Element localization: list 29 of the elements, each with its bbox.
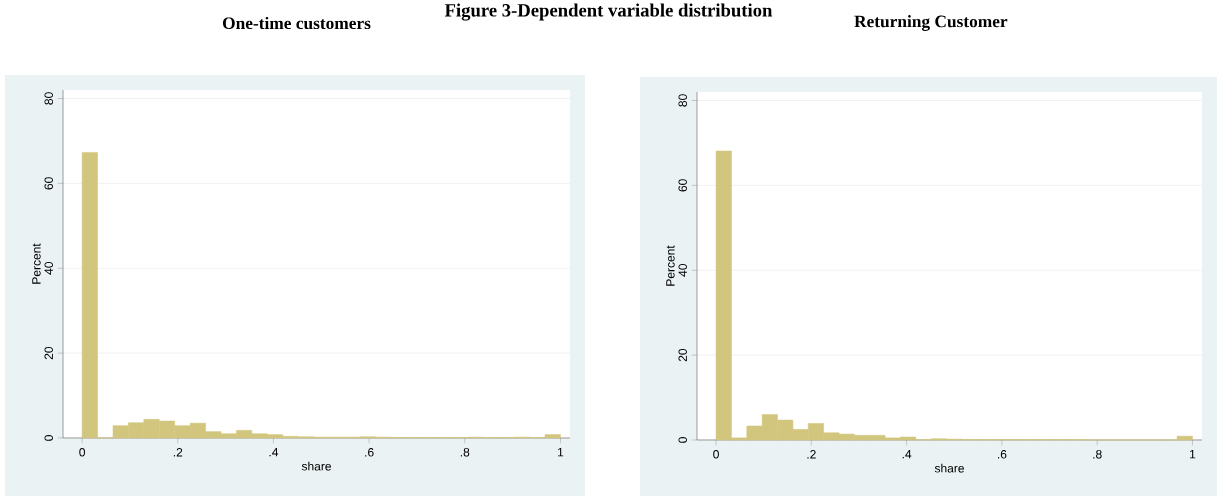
chart-title: One-time customers <box>222 16 371 30</box>
y-tick-label: 20 <box>44 346 53 360</box>
x-tick-label: .8 <box>1093 450 1102 459</box>
x-tick-label: .2 <box>173 448 183 457</box>
x-tick-label: 1 <box>1190 450 1196 459</box>
y-tick-label: 40 <box>44 262 53 275</box>
x-tick-label: 0 <box>713 450 719 459</box>
x-tick-label: 0 <box>79 448 86 457</box>
x-tick-label: .8 <box>460 448 470 457</box>
chart-title: Returning Customer <box>854 15 1008 31</box>
y-tick-label: 0 <box>44 435 53 441</box>
x-tick-label: .6 <box>365 448 374 457</box>
x-tick-label: .4 <box>269 448 279 457</box>
x-axis-title: share <box>934 463 964 473</box>
y-axis-title: Percent <box>32 243 41 284</box>
x-axis-title: share <box>301 461 331 471</box>
y-tick-label: 60 <box>44 177 53 190</box>
y-tick-label: 0 <box>678 437 687 443</box>
x-tick-label: .4 <box>902 450 912 459</box>
y-tick-label: 60 <box>678 179 687 192</box>
y-tick-label: 80 <box>678 94 687 107</box>
x-tick-label: .2 <box>807 450 816 459</box>
y-axis-title: Percent <box>666 245 675 286</box>
y-tick-label: 80 <box>44 92 53 105</box>
x-tick-label: .6 <box>997 450 1007 459</box>
y-tick-label: 40 <box>678 264 687 277</box>
x-tick-label: 1 <box>558 448 564 457</box>
y-tick-label: 20 <box>678 348 687 362</box>
caption: Figure 3-Dependent variable distribution <box>444 3 773 21</box>
